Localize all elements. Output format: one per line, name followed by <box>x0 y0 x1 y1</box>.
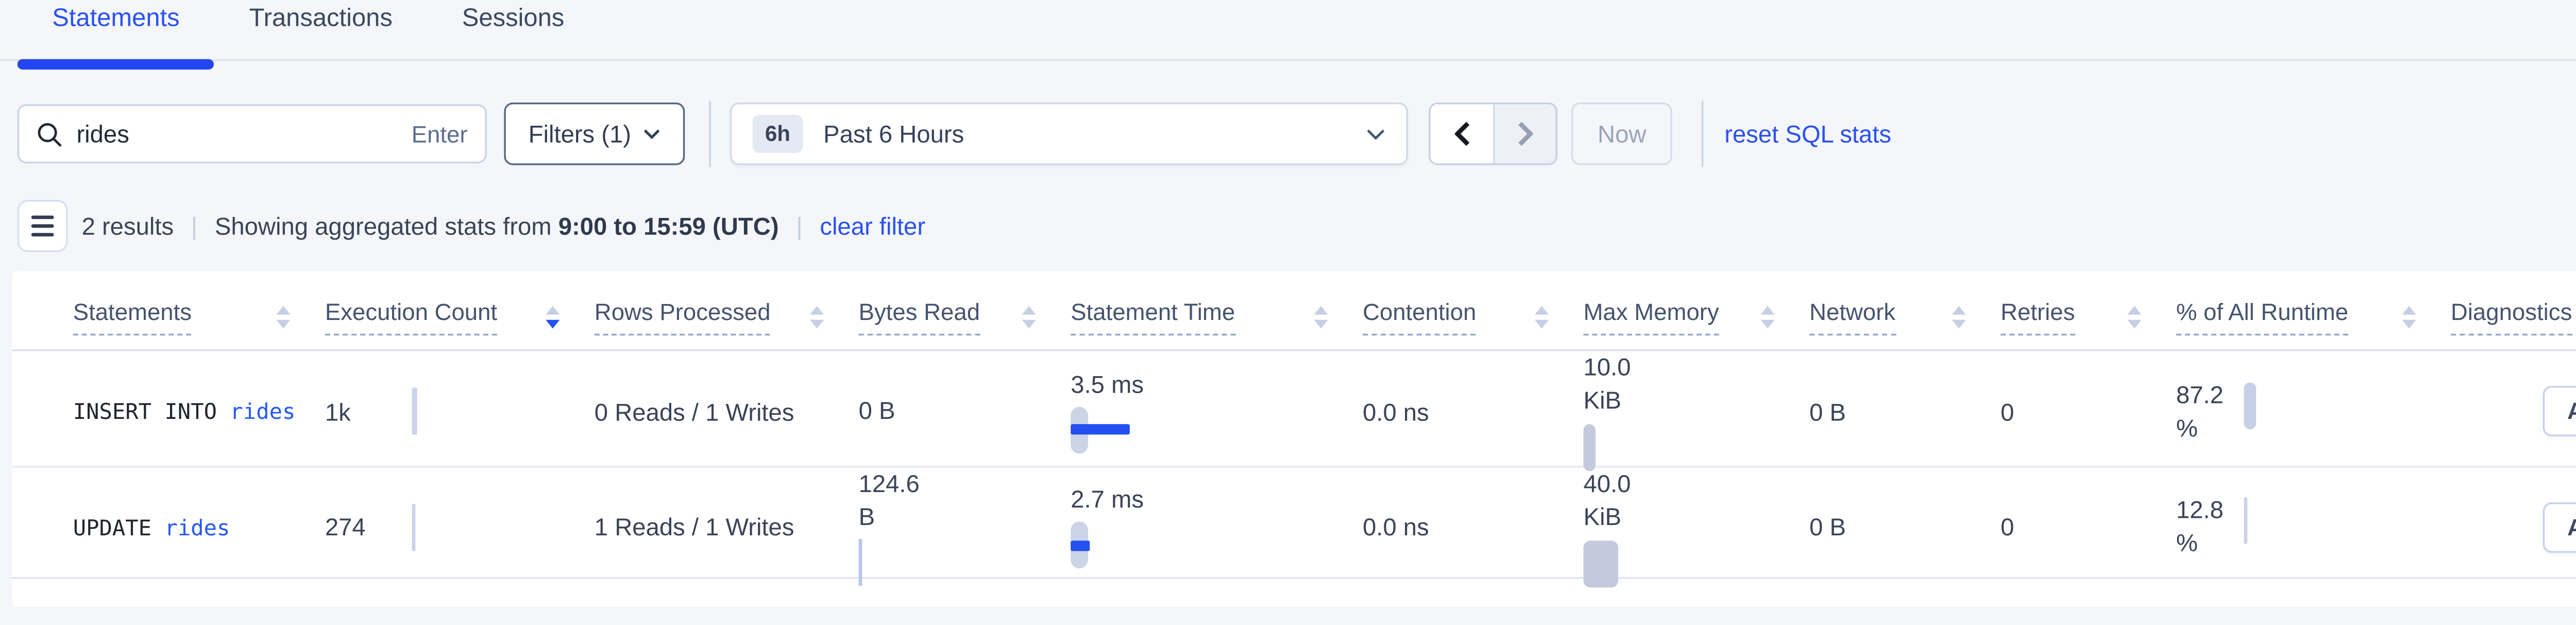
sort-icon[interactable] <box>1952 306 1966 328</box>
next-time-button[interactable] <box>1493 104 1556 164</box>
time-range-select[interactable]: 6h Past 6 Hours <box>730 103 1409 165</box>
column-header-execution-count[interactable]: Execution Count <box>325 299 595 336</box>
toolbar: rides Enter Filters (1) 6h Past 6 Hours … <box>0 100 2576 167</box>
statement-time-bar <box>1071 406 1175 453</box>
table-name-link[interactable]: rides <box>164 513 230 540</box>
toolbar-divider <box>709 100 711 167</box>
search-enter-hint: Enter <box>411 121 468 147</box>
clear-filter-link[interactable]: clear filter <box>820 212 926 240</box>
tab-bar: Statements Transactions Sessions <box>0 0 2576 70</box>
contention-cell: 0.0 ns <box>1362 513 1429 541</box>
pct-runtime-bar <box>2244 497 2247 544</box>
table-row: INSERT INTO rides 1k 0 Reads / 1 Writes … <box>12 351 2576 471</box>
tab-transactions[interactable]: Transactions <box>249 5 393 33</box>
sort-icon[interactable] <box>2402 306 2416 328</box>
activate-diagnostics-button[interactable]: Activate <box>2543 385 2576 436</box>
search-input[interactable]: rides Enter <box>17 104 487 164</box>
max-memory-cell: 10.0 KiB <box>1583 351 1809 471</box>
table-name-link[interactable]: rides <box>230 398 296 425</box>
activate-diagnostics-button[interactable]: Activate <box>2543 501 2576 552</box>
max-memory-bar <box>1583 539 1618 587</box>
column-header-contention[interactable]: Contention <box>1362 299 1583 336</box>
time-nav-group <box>1429 103 1558 165</box>
rows-processed-cell: 0 Reads / 1 Writes <box>594 397 794 425</box>
toolbar-divider <box>1702 100 1704 167</box>
statement-time-cell: 2.7 ms <box>1071 485 1363 569</box>
column-header-diagnostics[interactable]: Diagnostics <box>2450 299 2576 336</box>
network-cell: 0 B <box>1809 513 1846 541</box>
bytes-read-cell: 124.6 B <box>858 469 920 530</box>
contention-cell: 0.0 ns <box>1362 397 1429 425</box>
sort-icon[interactable] <box>2127 306 2142 328</box>
execution-count-cell: 274 <box>325 503 595 550</box>
sort-icon[interactable] <box>1022 306 1036 328</box>
rows-processed-cell: 1 Reads / 1 Writes <box>594 513 794 541</box>
column-header-bytes-read[interactable]: Bytes Read <box>858 299 1071 336</box>
results-count: 2 results <box>81 212 174 240</box>
sort-icon[interactable] <box>276 306 291 328</box>
table-header-row: Statements Execution Count Rows Processe… <box>12 271 2576 351</box>
sort-icon[interactable] <box>1314 306 1328 328</box>
column-header-network[interactable]: Network <box>1809 299 2001 336</box>
search-icon <box>38 122 62 146</box>
search-value: rides <box>76 120 129 148</box>
hamburger-icon <box>31 215 54 219</box>
sort-icon[interactable] <box>810 306 824 328</box>
retries-cell: 0 <box>2001 397 2014 425</box>
network-cell: 0 B <box>1809 397 1846 425</box>
pct-runtime-bar <box>2244 381 2257 429</box>
chevron-down-icon <box>644 129 660 139</box>
now-button[interactable]: Now <box>1571 103 1672 165</box>
results-bar: 2 results | Showing aggregated stats fro… <box>0 199 2576 252</box>
column-header-pct-runtime[interactable]: % of All Runtime <box>2176 299 2451 336</box>
sort-desc-icon[interactable] <box>546 306 560 328</box>
table-row: UPDATE rides 274 1 Reads / 1 Writes 124.… <box>12 465 2576 587</box>
sort-icon[interactable] <box>1760 306 1775 328</box>
sort-icon[interactable] <box>1534 306 1549 328</box>
column-selector-button[interactable] <box>17 199 68 252</box>
showing-stats-text: Showing aggregated stats from 9:00 to 15… <box>214 212 779 240</box>
pct-runtime-cell: 12.8 % <box>2176 494 2451 560</box>
chevron-down-icon <box>1367 128 1385 139</box>
column-header-retries[interactable]: Retries <box>2001 299 2176 336</box>
time-range-text: 9:00 to 15:59 (UTC) <box>558 212 779 240</box>
filters-button[interactable]: Filters (1) <box>504 103 685 165</box>
column-header-statements[interactable]: Statements <box>73 299 325 336</box>
divider: | <box>191 212 198 240</box>
chevron-left-icon <box>1454 122 1469 146</box>
reset-sql-stats-link[interactable]: reset SQL stats <box>1724 120 1891 148</box>
max-memory-cell: 40.0 KiB <box>1583 467 1809 587</box>
execution-count-bar <box>412 387 417 435</box>
divider: | <box>796 212 803 240</box>
statement-time-cell: 3.5 ms <box>1071 369 1363 453</box>
time-range-badge: 6h <box>753 114 803 153</box>
execution-count-cell: 1k <box>325 387 595 435</box>
execution-count-bar <box>412 503 415 550</box>
tab-statements[interactable]: Statements <box>17 0 215 70</box>
time-range-label: Past 6 Hours <box>823 120 964 148</box>
tab-sessions[interactable]: Sessions <box>462 5 565 33</box>
statement-cell[interactable]: INSERT INTO rides <box>73 398 296 425</box>
bytes-read-cell: 0 B <box>858 396 895 425</box>
bytes-read-bar <box>858 538 861 586</box>
pct-runtime-cell: 87.2 % <box>2176 378 2451 444</box>
column-header-statement-time[interactable]: Statement Time <box>1071 299 1363 336</box>
chevron-right-icon <box>1518 122 1534 146</box>
prev-time-button[interactable] <box>1430 104 1494 164</box>
statements-table: Statements Execution Count Rows Processe… <box>12 271 2576 607</box>
column-header-max-memory[interactable]: Max Memory <box>1583 299 1809 336</box>
column-header-rows-processed[interactable]: Rows Processed <box>594 299 859 336</box>
max-memory-bar <box>1583 424 1595 471</box>
statement-time-bar <box>1071 521 1175 569</box>
statement-cell[interactable]: UPDATE rides <box>73 513 230 540</box>
retries-cell: 0 <box>2001 513 2014 541</box>
